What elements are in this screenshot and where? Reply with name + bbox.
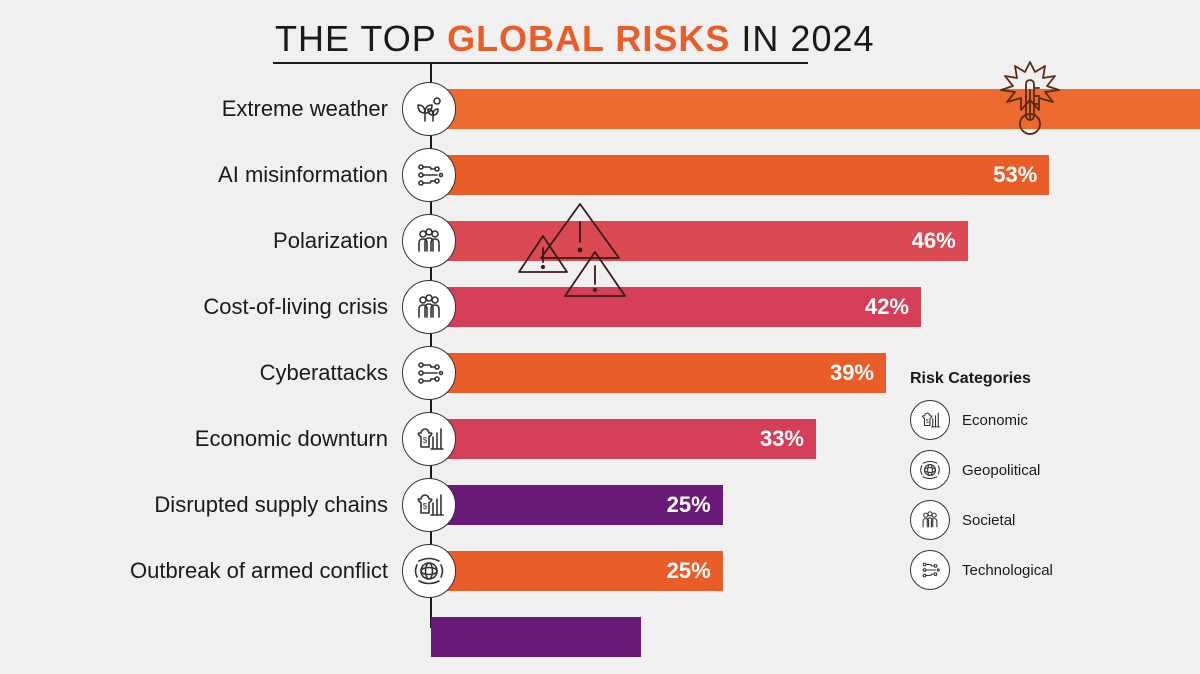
legend-item: Technological bbox=[910, 550, 1130, 590]
row-label: Economic downturn bbox=[195, 426, 388, 452]
legend-label: Geopolitical bbox=[962, 462, 1040, 479]
bar-value: 39% bbox=[830, 360, 874, 386]
bar-value: 53% bbox=[993, 162, 1037, 188]
bar: 53% bbox=[431, 155, 1049, 195]
legend-label: Technological bbox=[962, 562, 1053, 579]
bar bbox=[431, 89, 1200, 129]
warning-icon bbox=[515, 200, 645, 305]
bar-value: 25% bbox=[667, 492, 711, 518]
chart-row bbox=[0, 608, 1200, 666]
title-pre: THE TOP bbox=[275, 18, 447, 59]
bar bbox=[431, 617, 641, 657]
geopolitical-icon bbox=[910, 450, 950, 490]
societal-icon bbox=[910, 500, 950, 540]
environmental-icon bbox=[402, 82, 456, 136]
legend-item: Economic bbox=[910, 400, 1130, 440]
bar: 33% bbox=[431, 419, 816, 459]
economic-icon bbox=[910, 400, 950, 440]
row-label: Extreme weather bbox=[222, 96, 388, 122]
bar: 25% bbox=[431, 551, 723, 591]
bar: 42% bbox=[431, 287, 921, 327]
bar-value: 25% bbox=[667, 558, 711, 584]
legend-title: Risk Categories bbox=[910, 370, 1130, 388]
technological-icon bbox=[402, 346, 456, 400]
bar: 39% bbox=[431, 353, 886, 393]
page-title: THE TOP GLOBAL RISKS IN 2024 bbox=[275, 18, 875, 60]
row-label: Cost-of-living crisis bbox=[203, 294, 388, 320]
row-label: Polarization bbox=[273, 228, 388, 254]
thermometer-icon bbox=[995, 60, 1065, 145]
legend-label: Societal bbox=[962, 512, 1015, 529]
societal-icon bbox=[402, 280, 456, 334]
economic-icon bbox=[402, 412, 456, 466]
legend-item: Societal bbox=[910, 500, 1130, 540]
technological-icon bbox=[402, 148, 456, 202]
row-label: AI misinformation bbox=[218, 162, 388, 188]
row-label: Outbreak of armed conflict bbox=[130, 558, 388, 584]
chart-row: AI misinformation 53% bbox=[0, 146, 1200, 204]
societal-icon bbox=[402, 214, 456, 268]
row-label: Cyberattacks bbox=[260, 360, 388, 386]
legend-item: Geopolitical bbox=[910, 450, 1130, 490]
bar: 46% bbox=[431, 221, 968, 261]
bar: 25% bbox=[431, 485, 723, 525]
title-accent: GLOBAL RISKS bbox=[447, 18, 730, 59]
title-underline bbox=[273, 62, 808, 64]
bar-value: 46% bbox=[912, 228, 956, 254]
economic-icon bbox=[402, 478, 456, 532]
technological-icon bbox=[910, 550, 950, 590]
legend: Risk Categories Economic Geopolitical Soci… bbox=[910, 370, 1130, 600]
title-post: IN 2024 bbox=[730, 18, 874, 59]
row-label: Disrupted supply chains bbox=[154, 492, 388, 518]
bar-value: 33% bbox=[760, 426, 804, 452]
legend-label: Economic bbox=[962, 412, 1028, 429]
geopolitical-icon bbox=[402, 544, 456, 598]
bar-value: 42% bbox=[865, 294, 909, 320]
